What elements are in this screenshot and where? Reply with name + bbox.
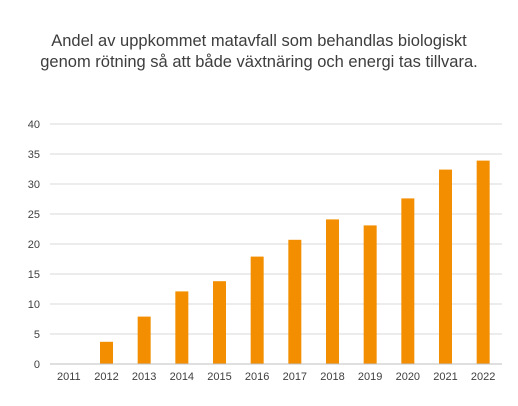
x-tick-label: 2017 — [283, 371, 307, 383]
x-tick-label: 2016 — [245, 371, 269, 383]
y-tick-label: 30 — [28, 179, 40, 191]
bar-2015 — [213, 281, 226, 364]
bar-2012 — [100, 341, 113, 364]
y-tick-label: 25 — [28, 209, 40, 221]
bar-2022 — [476, 160, 490, 364]
bars — [100, 160, 490, 364]
bar-2013 — [137, 316, 151, 364]
x-tick-label: 2015 — [207, 371, 231, 383]
bar-2017 — [288, 239, 302, 364]
y-tick-label: 5 — [34, 329, 40, 341]
x-tick-label: 2019 — [358, 371, 382, 383]
chart-title: Andel av uppkommet matavfall som behandl… — [40, 32, 478, 71]
y-tick-labels: 0 5 10 15 20 25 30 35 40 — [28, 119, 40, 371]
x-tick-label: 2012 — [94, 371, 118, 383]
x-tick-label: 2021 — [433, 371, 457, 383]
bar-2014 — [175, 291, 189, 364]
x-tick-label: 2022 — [471, 371, 495, 383]
x-tick-label: 2011 — [57, 371, 81, 383]
bar-2021 — [439, 169, 452, 364]
y-tick-label: 20 — [28, 239, 40, 251]
x-tick-labels: 2011 2012 2013 2014 2015 2016 2017 2018 2019 2020… — [57, 371, 495, 383]
y-tick-label: 15 — [28, 269, 40, 281]
bar-2019 — [363, 225, 377, 364]
bar-2018 — [326, 219, 339, 364]
bar-2016 — [250, 256, 264, 364]
x-tick-label: 2020 — [396, 371, 420, 383]
y-tick-label: 40 — [28, 119, 40, 131]
bar-2020 — [401, 198, 415, 364]
x-tick-label: 2013 — [132, 371, 156, 383]
x-tick-label: 2014 — [170, 371, 194, 383]
y-tick-label: 10 — [28, 299, 40, 311]
gridlines — [50, 123, 502, 335]
y-tick-label: 35 — [28, 149, 40, 161]
y-tick-label: 0 — [34, 359, 40, 371]
x-tick-label: 2018 — [320, 371, 344, 383]
